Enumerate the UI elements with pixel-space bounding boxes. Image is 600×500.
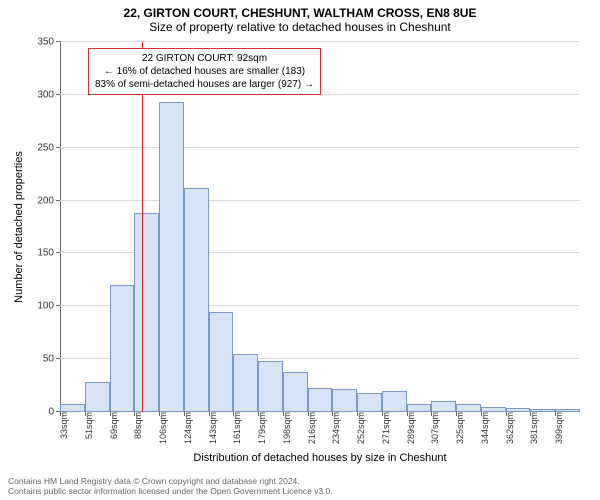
histogram-bar [283, 372, 308, 412]
x-tick-label: 161sqm [228, 412, 242, 444]
y-tick-label: 100 [37, 301, 60, 312]
histogram-bar [60, 404, 85, 412]
x-tick-label: 271sqm [377, 412, 391, 444]
chart-container: 22, GIRTON COURT, CHESHUNT, WALTHAM CROS… [0, 0, 600, 500]
histogram-bar [382, 391, 407, 412]
gridline [60, 41, 580, 42]
annotation-line1: 22 GIRTON COURT: 92sqm [95, 52, 314, 65]
y-tick-label: 250 [37, 142, 60, 153]
y-tick-label: 150 [37, 248, 60, 259]
y-tick-label: 200 [37, 195, 60, 206]
histogram-bar [184, 188, 209, 412]
x-tick-label: 399sqm [550, 412, 564, 444]
histogram-bar [407, 404, 432, 412]
x-tick-label: 179sqm [253, 412, 267, 444]
histogram-bar [456, 404, 481, 412]
x-tick-label: 252sqm [352, 412, 366, 444]
y-axis-line [60, 42, 61, 412]
x-tick-label: 289sqm [402, 412, 416, 444]
histogram-bar [110, 285, 135, 412]
x-tick-label: 362sqm [501, 412, 515, 444]
histogram-bar [159, 102, 184, 412]
x-tick-label: 88sqm [129, 412, 143, 439]
footer-line1: Contains HM Land Registry data © Crown c… [8, 476, 333, 486]
x-tick-label: 124sqm [179, 412, 193, 444]
y-tick-label: 350 [37, 37, 60, 48]
footer-attribution: Contains HM Land Registry data © Crown c… [8, 476, 333, 496]
chart-title-line1: 22, GIRTON COURT, CHESHUNT, WALTHAM CROS… [0, 0, 600, 20]
histogram-bar [134, 213, 159, 412]
x-tick-label: 307sqm [426, 412, 440, 444]
annotation-line3: 83% of semi-detached houses are larger (… [95, 78, 314, 91]
histogram-bar [233, 354, 258, 412]
x-tick-label: 216sqm [303, 412, 317, 444]
x-axis-label: Distribution of detached houses by size … [60, 452, 580, 464]
x-tick-label: 198sqm [278, 412, 292, 444]
plot-inner: 05010015020025030035033sqm51sqm69sqm88sq… [60, 42, 580, 412]
x-tick-label: 234sqm [327, 412, 341, 444]
x-tick-label: 106sqm [154, 412, 168, 444]
histogram-bar [85, 382, 110, 412]
annotation-box: 22 GIRTON COURT: 92sqm ← 16% of detached… [88, 48, 321, 95]
gridline [60, 200, 580, 201]
x-tick-label: 325sqm [451, 412, 465, 444]
histogram-bar [332, 389, 357, 412]
x-tick-label: 51sqm [80, 412, 94, 439]
property-marker-line [142, 42, 143, 412]
y-tick-label: 300 [37, 89, 60, 100]
x-tick-label: 143sqm [204, 412, 218, 444]
x-tick-label: 33sqm [55, 412, 69, 439]
histogram-bar [357, 393, 382, 412]
y-tick-label: 50 [43, 354, 60, 365]
annotation-line2: ← 16% of detached houses are smaller (18… [95, 65, 314, 78]
histogram-bar [431, 401, 456, 412]
histogram-bar [258, 361, 283, 412]
gridline [60, 147, 580, 148]
x-tick-label: 69sqm [105, 412, 119, 439]
histogram-bar [308, 388, 333, 412]
footer-line2: Contains public sector information licen… [8, 486, 333, 496]
x-tick-label: 344sqm [476, 412, 490, 444]
plot-area: 05010015020025030035033sqm51sqm69sqm88sq… [60, 42, 580, 412]
histogram-bar [209, 312, 234, 412]
y-axis-label: Number of detached properties [12, 42, 26, 412]
chart-title-line2: Size of property relative to detached ho… [0, 20, 600, 36]
x-tick-label: 381sqm [525, 412, 539, 444]
